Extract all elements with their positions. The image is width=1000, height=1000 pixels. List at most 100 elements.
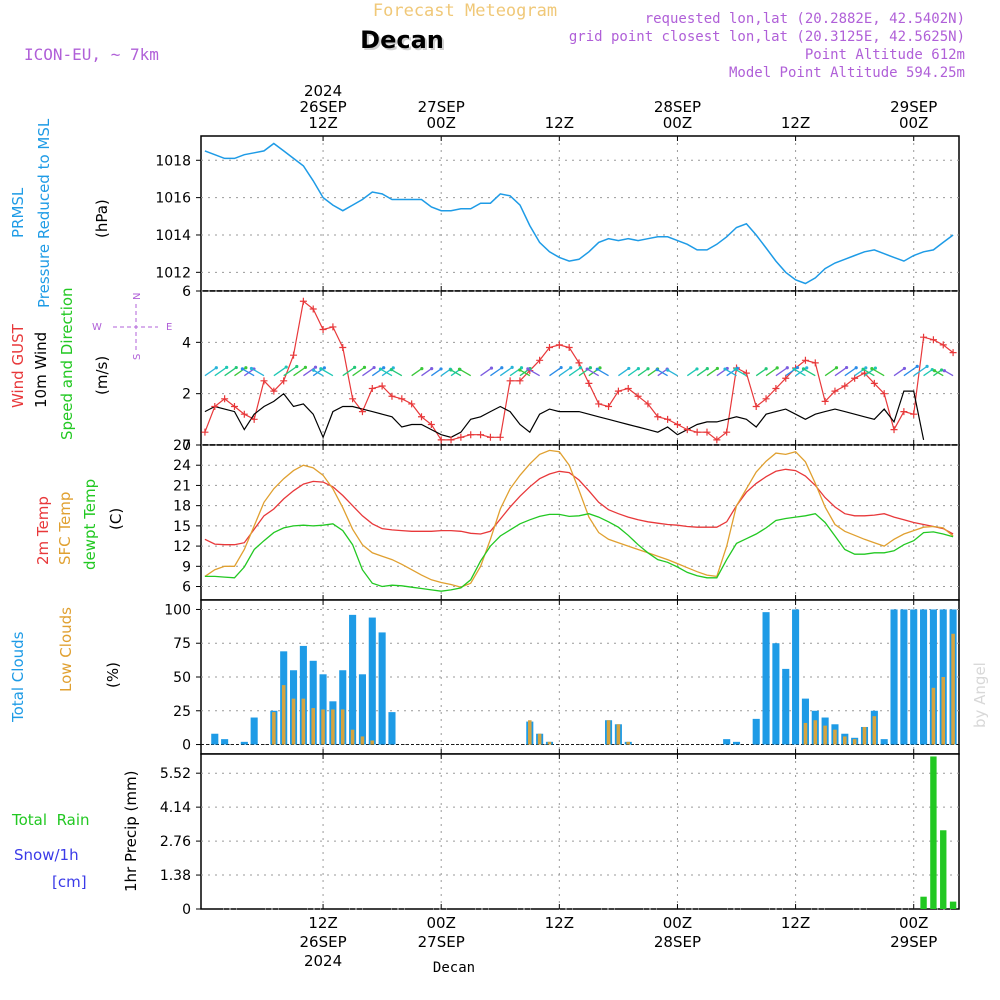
model-altitude: Model Point Altitude 594.25m [729, 65, 965, 81]
top-time-label: 00Z [663, 114, 692, 132]
wind-arrow [824, 367, 837, 377]
wind-arrow [586, 368, 600, 377]
total-cloud-bar [388, 712, 396, 745]
total-cloud-bar [240, 741, 248, 745]
total-cloud-bar [211, 733, 219, 745]
gust-point [349, 395, 357, 403]
gust-point [851, 374, 859, 382]
wind-arrow-head [598, 366, 602, 370]
gust-point [230, 403, 238, 410]
wind-arrow [380, 368, 393, 377]
wind-arrow [214, 366, 228, 377]
gust-point [565, 343, 573, 351]
low-cloud-bar [321, 709, 325, 745]
wind-ytick-label: 2 [182, 387, 191, 403]
top-time-label: 12Z [781, 114, 810, 132]
low-cloud-bar [606, 720, 611, 745]
gust-point [595, 400, 603, 408]
wind-arrow-head [585, 367, 589, 371]
bottom-time-label: 00Z [663, 914, 692, 932]
gust-point [693, 428, 701, 436]
wind-arrow [391, 369, 403, 377]
top-time-label: 26SEP [299, 98, 346, 116]
wind-arrow-head [792, 367, 796, 371]
wind-arrow-head [588, 366, 593, 370]
bottom-time-label: 2024 [304, 952, 342, 970]
bottom-time-label: 00Z [427, 914, 456, 932]
low-cloud-bar [941, 677, 946, 745]
wind-arrow-head [489, 366, 494, 370]
wind-arrow [480, 367, 492, 377]
wind-panel: 0 2 4 6 [182, 284, 960, 454]
dewpt-line [204, 512, 954, 592]
gust-point [713, 436, 721, 444]
total-cloud-bar [900, 609, 908, 745]
total-cloud-bar [221, 739, 229, 745]
gust-point [644, 400, 652, 408]
top-time-label: 12Z [545, 114, 574, 132]
gust-point [368, 385, 376, 393]
total-cloud-bar [801, 698, 809, 745]
top-time-label: 29SEP [890, 98, 937, 116]
wind-arrow-head [362, 365, 367, 369]
gust-point [280, 377, 288, 385]
wind-arrow-head [834, 366, 839, 370]
cloud-labels: Total Clouds Low Clouds (%) [9, 607, 122, 723]
wind-arrow [893, 367, 905, 377]
wind-arrow-head [723, 367, 727, 371]
gust-point [486, 433, 494, 441]
sfctemp-label: SFC Temp [56, 492, 74, 565]
wind-arrow [549, 367, 562, 377]
prmsl-label: PRMSL [9, 187, 27, 238]
wind10m-label: 10m Wind [32, 332, 50, 408]
total-cloud-bar [792, 609, 800, 745]
wind-arrow-head [225, 365, 229, 369]
temperature-ytick-label: 9 [182, 559, 191, 575]
pressure-ytick-label: 1014 [155, 228, 191, 244]
wind-arrow [913, 365, 928, 377]
compass-west: W [92, 322, 102, 333]
wind-arrow-head [595, 367, 599, 371]
wind-arrow-head [705, 366, 709, 371]
gust-point [811, 359, 819, 367]
total-cloud-bar [772, 643, 780, 745]
bottom-time-label: 12Z [308, 914, 337, 932]
wind-arrow [411, 368, 423, 377]
gust-point [605, 403, 613, 410]
gust-point [211, 403, 219, 410]
low-cloud-bar [528, 720, 532, 745]
dewpt-label: dewpt Temp [81, 479, 99, 570]
bottom-time-label: 28SEP [654, 933, 701, 951]
wind-arrow-head [733, 367, 737, 371]
wind-arrow-head [500, 366, 504, 370]
low-cloud-bar [803, 722, 808, 745]
gust-point [358, 408, 366, 416]
gust-point [575, 359, 583, 367]
bottom-time-label: 00Z [899, 914, 928, 932]
wind-arrow [596, 368, 609, 377]
low-cloud-bar [862, 726, 867, 745]
wind-arrow [527, 368, 540, 377]
wind-arrow [734, 368, 747, 377]
bottom-time-label: 12Z [781, 914, 810, 932]
pressure-ytick-label: 1016 [155, 191, 191, 207]
compass-rose: N S W E [92, 293, 172, 360]
gust-point [772, 385, 780, 393]
low-cloud-bar [291, 698, 296, 745]
temperature-labels: 2m Temp SFC Temp dewpt Temp (C) [34, 479, 125, 570]
low-cloud-bar [340, 709, 345, 745]
precip-labels: Total Rain Snow/1h [cm] 1hr Precip (mm) [11, 771, 140, 892]
wind-arrow-head [420, 366, 424, 371]
gust-point [831, 387, 839, 395]
gust-point [221, 395, 229, 403]
pressure-line [204, 142, 954, 285]
wind-arrow-head [303, 365, 308, 369]
wind-arrow-head [378, 367, 383, 371]
wind-arrow [568, 367, 581, 377]
bottom-time-label: 12Z [545, 914, 574, 932]
clouds-ytick-label: 25 [173, 704, 191, 720]
wind-arrow [362, 367, 375, 377]
wind-unit-label: (m/s) [93, 356, 111, 395]
wind-arrow-head [861, 367, 865, 371]
gust-point [752, 403, 760, 410]
